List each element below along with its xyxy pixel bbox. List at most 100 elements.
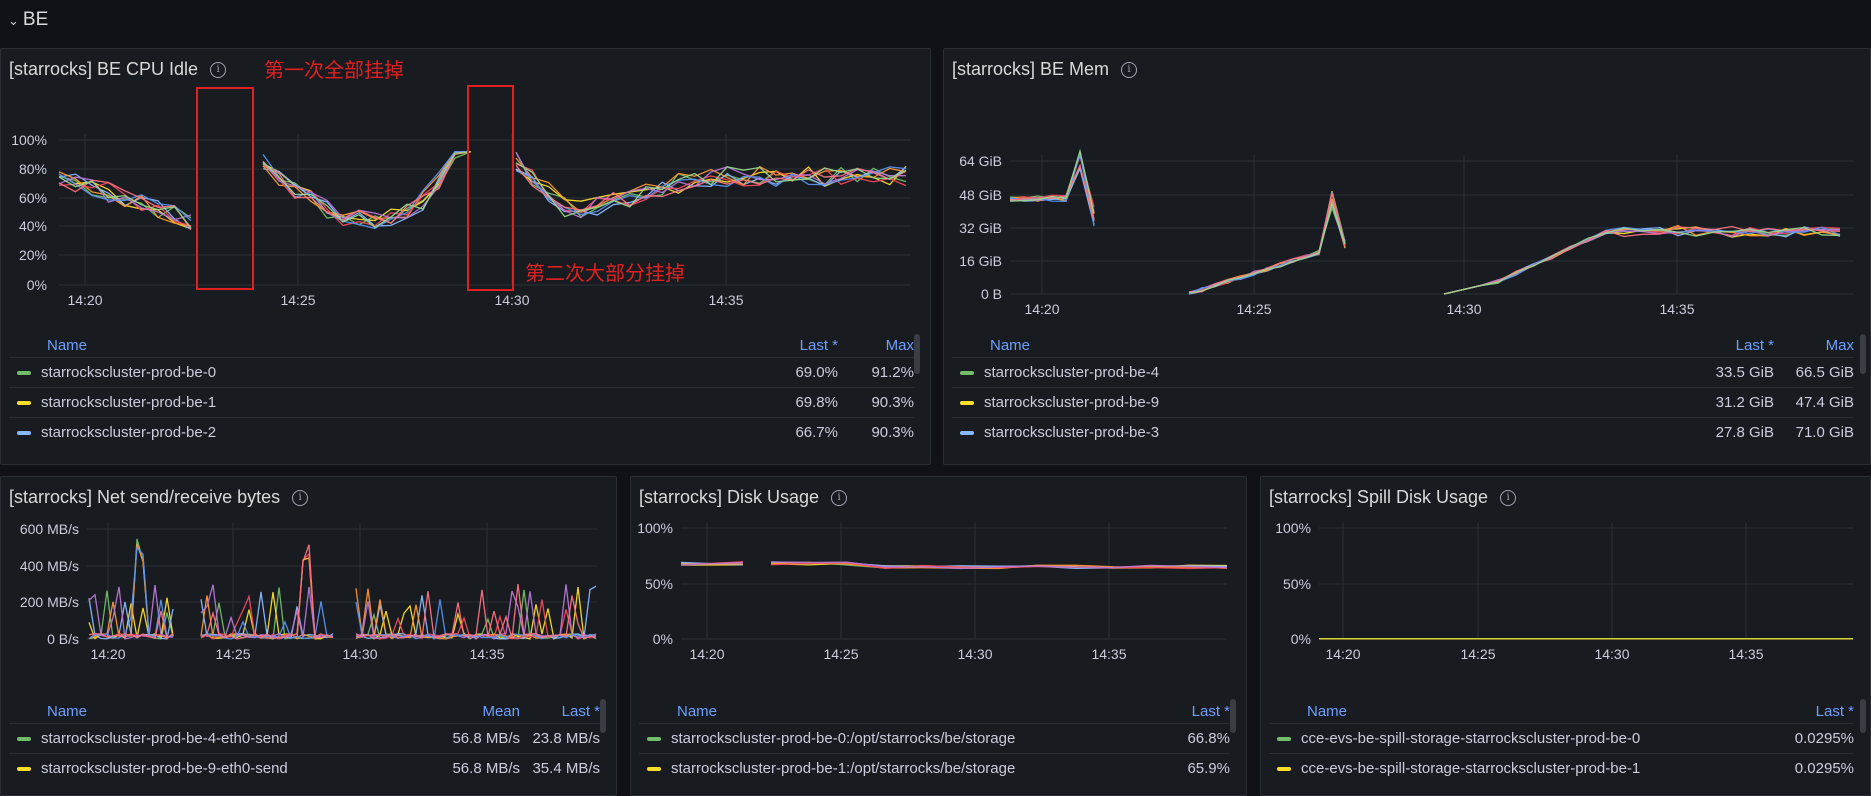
series-color-swatch[interactable]: [17, 370, 31, 375]
legend-series[interactable]: cce-evs-be-spill-storage-starrockscluste…: [1269, 730, 1744, 747]
legend-series[interactable]: starrockscluster-prod-be-4: [952, 364, 1694, 381]
panel-title[interactable]: [starrocks] Net send/receive bytes i: [9, 487, 309, 508]
panel-title-text: [starrocks] Net send/receive bytes: [9, 487, 281, 507]
legend-series[interactable]: starrockscluster-prod-be-9-eth0-send: [9, 760, 420, 777]
series-name: starrockscluster-prod-be-9-eth0-send: [41, 760, 288, 777]
y-tick-label: 100%: [11, 132, 47, 148]
row-header-be[interactable]: ⌄ BE: [0, 0, 1871, 40]
legend-table: Name Last * starrockscluster-prod-be-0:/op…: [639, 699, 1230, 783]
y-tick-label: 0 B: [981, 286, 1002, 302]
net-series-line: [355, 584, 597, 640]
y-tick-label: 0%: [27, 277, 47, 293]
x-tick-label: 14:30: [342, 646, 377, 662]
legend-col-1-header[interactable]: Last *: [1815, 702, 1854, 720]
mem-chart[interactable]: 64 GiB 48 GiB 32 GiB 16 GiB 0 B 14:20 14:25 14:…: [944, 89, 1871, 379]
legend-row[interactable]: starrockscluster-prod-be-1:/opt/starrock…: [639, 753, 1230, 783]
cpu-series-line: [515, 151, 907, 219]
series-color-swatch[interactable]: [17, 736, 31, 741]
legend-scrollbar[interactable]: [914, 334, 920, 374]
panel-be-mem[interactable]: [starrocks] BE Mem i 64 GiB 48 GiB 32 GiB 1…: [943, 48, 1871, 465]
legend-series[interactable]: starrockscluster-prod-be-9: [952, 394, 1694, 411]
legend-series[interactable]: cce-evs-be-spill-storage-starrockscluste…: [1269, 760, 1744, 777]
legend-series[interactable]: starrockscluster-prod-be-0:/opt/starrock…: [639, 730, 1120, 747]
chevron-down-icon[interactable]: ⌄: [8, 13, 19, 28]
legend-row[interactable]: starrockscluster-prod-be-4 33.5 GiB 66.5 G…: [952, 357, 1854, 387]
legend-series[interactable]: starrockscluster-prod-be-1: [9, 394, 758, 411]
panel-net-bytes[interactable]: [starrocks] Net send/receive bytes i 600…: [0, 476, 617, 796]
legend-row[interactable]: starrockscluster-prod-be-9-eth0-send 56.8…: [9, 753, 600, 783]
y-tick-label: 0 B/s: [47, 631, 79, 647]
panel-title-text: [starrocks] Spill Disk Usage: [1269, 487, 1489, 507]
series-value: 66.5 GiB: [1795, 364, 1854, 381]
disk-chart[interactable]: 100% 50% 0% 14:20 14:25 14:30 14:35: [631, 517, 1247, 737]
info-icon[interactable]: i: [1121, 61, 1138, 78]
legend-series[interactable]: starrockscluster-prod-be-2: [9, 424, 758, 441]
panel-cpu-idle[interactable]: [starrocks] BE CPU Idle i 100% 80% 60% 40% 2…: [0, 48, 931, 465]
disk-series-line: [770, 561, 1228, 570]
info-icon[interactable]: i: [210, 61, 227, 78]
net-chart[interactable]: 600 MB/s 400 MB/s 200 MB/s 0 B/s 14:20 14:25 1…: [1, 517, 617, 737]
series-color-swatch[interactable]: [960, 370, 974, 375]
legend-col-2-header[interactable]: Max: [885, 336, 914, 354]
legend-scrollbar[interactable]: [1860, 699, 1866, 733]
legend-row[interactable]: cce-evs-be-spill-storage-starrockscluste…: [1269, 753, 1854, 783]
legend-col-1-header[interactable]: Last *: [1191, 702, 1230, 720]
legend-row[interactable]: starrockscluster-prod-be-0 69.0% 91.2%: [9, 357, 914, 387]
legend-col-2-header[interactable]: Max: [1825, 336, 1854, 354]
series-color-swatch[interactable]: [647, 766, 661, 771]
legend-col-0-header[interactable]: Name: [47, 336, 88, 354]
legend-row[interactable]: starrockscluster-prod-be-3 27.8 GiB 71.0 G…: [952, 417, 1854, 447]
panel-title[interactable]: [starrocks] Spill Disk Usage i: [1269, 487, 1517, 508]
cpu-chart[interactable]: 100% 80% 60% 40% 20% 0% 14:20 14:25 14:30 14:35: [1, 89, 931, 379]
legend-col-1-header[interactable]: Mean: [482, 702, 520, 720]
legend-row[interactable]: starrockscluster-prod-be-2 66.7% 90.3%: [9, 417, 914, 447]
series-color-swatch[interactable]: [17, 766, 31, 771]
panel-title[interactable]: [starrocks] BE Mem i: [952, 59, 1138, 80]
info-icon[interactable]: i: [831, 489, 848, 506]
x-tick-label: 14:30: [1446, 301, 1481, 317]
info-icon[interactable]: i: [1500, 489, 1517, 506]
legend-series[interactable]: starrockscluster-prod-be-4-eth0-send: [9, 730, 420, 747]
x-tick-label: 14:35: [708, 292, 743, 308]
series-value: 0.0295%: [1794, 760, 1854, 777]
legend-scrollbar[interactable]: [600, 699, 606, 733]
series-color-swatch[interactable]: [17, 400, 31, 405]
series-color-swatch[interactable]: [17, 430, 31, 435]
mem-series-line: [1188, 200, 1346, 293]
legend-col-0-header[interactable]: Name: [990, 336, 1031, 354]
legend-col-0-header[interactable]: Name: [677, 702, 718, 720]
legend-scrollbar[interactable]: [1230, 699, 1236, 733]
x-tick-label: 14:25: [823, 646, 858, 662]
legend-scrollbar[interactable]: [1860, 334, 1866, 374]
series-color-swatch[interactable]: [960, 400, 974, 405]
legend-col-1-header[interactable]: Last *: [799, 336, 838, 354]
panel-disk-usage[interactable]: [starrocks] Disk Usage i 100% 50% 0% 14:20 1…: [630, 476, 1247, 796]
legend-series[interactable]: starrockscluster-prod-be-3: [952, 424, 1694, 441]
series-color-swatch[interactable]: [1277, 736, 1291, 741]
series-color-swatch[interactable]: [1277, 766, 1291, 771]
legend-col-0-header[interactable]: Name: [47, 702, 88, 720]
legend-row[interactable]: starrockscluster-prod-be-4-eth0-send 56.8…: [9, 723, 600, 753]
legend-col-1-header[interactable]: Last *: [1735, 336, 1774, 354]
cpu-series-line: [58, 173, 192, 230]
legend-series[interactable]: starrockscluster-prod-be-0: [9, 364, 758, 381]
legend-row[interactable]: cce-evs-be-spill-storage-starrockscluste…: [1269, 723, 1854, 753]
legend-row[interactable]: starrockscluster-prod-be-1 69.8% 90.3%: [9, 387, 914, 417]
series-value: 35.4 MB/s: [532, 760, 600, 777]
panel-title[interactable]: [starrocks] BE CPU Idle i: [9, 59, 227, 80]
series-value: 0.0295%: [1794, 730, 1854, 747]
x-tick-label: 14:35: [469, 646, 504, 662]
legend-col-0-header[interactable]: Name: [1307, 702, 1348, 720]
panel-spill-disk-usage[interactable]: [starrocks] Spill Disk Usage i 100% 50% 0%…: [1260, 476, 1871, 796]
legend-row[interactable]: starrockscluster-prod-be-9 31.2 GiB 47.4 G…: [952, 387, 1854, 417]
legend-col-2-header[interactable]: Last *: [561, 702, 600, 720]
legend-row[interactable]: starrockscluster-prod-be-0:/opt/starrock…: [639, 723, 1230, 753]
spill-chart[interactable]: 100% 50% 0% 14:20 14:25 14:30 14:35: [1261, 517, 1871, 737]
panel-title[interactable]: [starrocks] Disk Usage i: [639, 487, 848, 508]
series-color-swatch[interactable]: [647, 736, 661, 741]
series-value: 27.8 GiB: [1715, 424, 1774, 441]
legend-series[interactable]: starrockscluster-prod-be-1:/opt/starrock…: [639, 760, 1120, 777]
series-color-swatch[interactable]: [960, 430, 974, 435]
y-tick-label: 20%: [19, 247, 47, 263]
info-icon[interactable]: i: [292, 489, 309, 506]
